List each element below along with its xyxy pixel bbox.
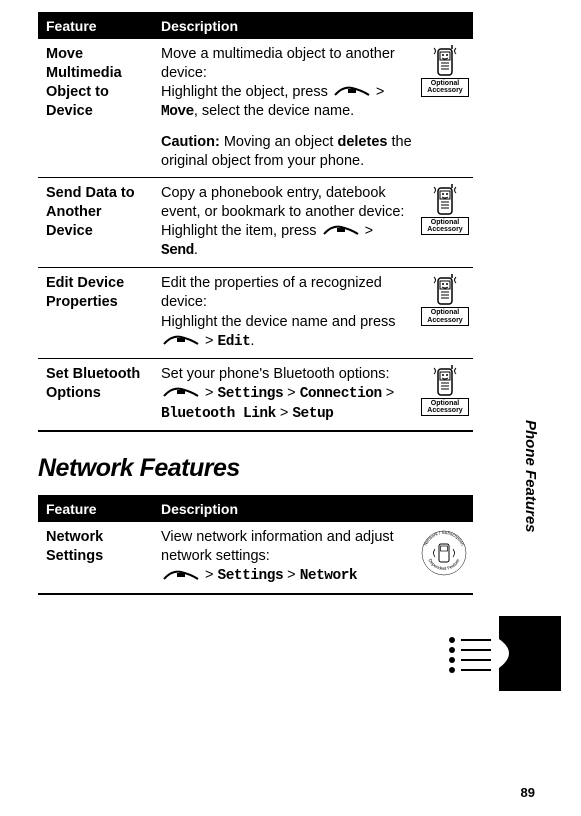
table-row: Send Data to Another DeviceCopy a phoneb… [38,177,473,268]
features-table-bottom: Feature Description Network SettingsView… [38,495,473,594]
menu-path-item: Bluetooth Link [161,406,276,422]
phone-icon [430,184,460,216]
optional-accessory-badge: OptionalAccessory [421,45,469,97]
desc-text: Move a multimedia object to another devi… [161,45,413,123]
menu-path-item: Connection [300,386,382,402]
badge-label: OptionalAccessory [421,78,469,97]
feature-cell: Move Multimedia Object to Device [38,39,153,178]
menu-key-icon [163,569,199,583]
tab-lines-icon [449,633,491,677]
section-heading: Network Features [38,454,473,483]
menu-key-icon [163,386,199,400]
badge-label: OptionalAccessory [421,217,469,236]
description-cell: Move a multimedia object to another devi… [153,39,473,178]
description-cell: View network information and adjust netw… [153,522,473,594]
phone-icon [430,45,460,77]
feature-cell: Network Settings [38,522,153,594]
table-row: Move Multimedia Object to DeviceMove a m… [38,39,473,178]
table-row: Set Bluetooth OptionsSet your phone's Bl… [38,358,473,431]
page-number: 89 [521,785,535,800]
features-table-top: Feature Description Move Multimedia Obje… [38,12,473,432]
feature-cell: Set Bluetooth Options [38,358,153,431]
description-cell: Edit the properties of a recognized devi… [153,268,473,359]
feature-cell: Send Data to Another Device [38,177,153,268]
th-description: Description [153,13,473,39]
table-row: Network SettingsView network information… [38,522,473,594]
desc-text: Copy a phonebook entry, datebook event, … [161,184,413,262]
network-subscription-badge: Network / SubscriptionDependent Feature [419,528,469,578]
optional-accessory-badge: OptionalAccessory [421,365,469,417]
caution-text: Caution: Moving an object deletes the or… [161,133,413,171]
th-description: Description [153,496,473,522]
description-cell: Set your phone's Bluetooth options: > Se… [153,358,473,431]
menu-key-icon [334,85,370,99]
badge-label: OptionalAccessory [421,398,469,417]
desc-text: Set your phone's Bluetooth options: > Se… [161,365,413,424]
optional-accessory-badge: OptionalAccessory [421,184,469,236]
menu-path-item: Settings [218,386,284,402]
menu-key-icon [163,334,199,348]
side-section-label: Phone Features [522,420,539,533]
optional-accessory-badge: OptionalAccessory [421,274,469,326]
page-tab-icon [499,616,561,691]
phone-icon [430,274,460,306]
desc-text: Edit the properties of a recognized devi… [161,274,413,352]
description-cell: Copy a phonebook entry, datebook event, … [153,177,473,268]
th-feature: Feature [38,13,153,39]
menu-path-item: Settings [218,568,284,584]
table-row: Edit Device PropertiesEdit the propertie… [38,268,473,359]
feature-cell: Edit Device Properties [38,268,153,359]
th-feature: Feature [38,496,153,522]
menu-key-icon [323,224,359,238]
menu-path-item: Setup [292,406,333,422]
phone-icon [430,365,460,397]
badge-label: OptionalAccessory [421,307,469,326]
menu-path-item: Network [300,568,357,584]
desc-text: View network information and adjust netw… [161,528,413,586]
